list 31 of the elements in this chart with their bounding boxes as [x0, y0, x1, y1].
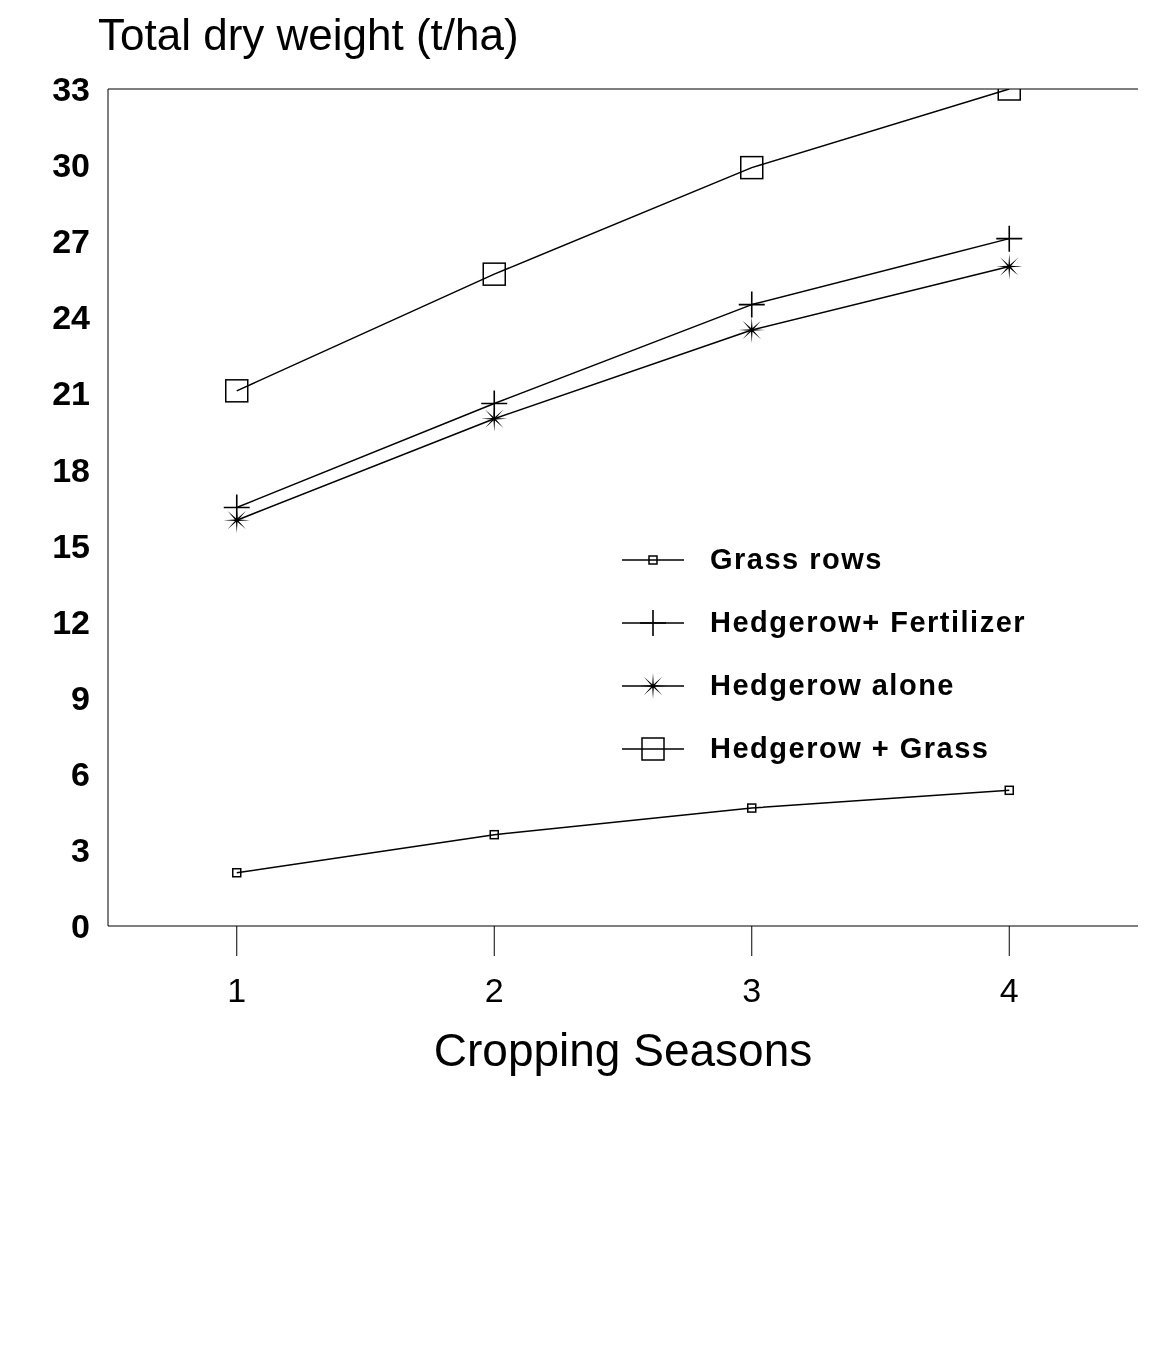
y-tick-label: 33: [52, 70, 90, 109]
y-tick-label: 12: [52, 602, 90, 641]
point: [740, 155, 764, 180]
y-tick-label: 6: [71, 754, 90, 793]
x-tick-label: 2: [484, 971, 504, 1010]
y-tick-label: 15: [52, 526, 90, 565]
legend-label: Hedgerow+ Fertilizer: [710, 606, 1027, 639]
point: [1004, 785, 1014, 796]
x-tick-label: 3: [742, 971, 762, 1010]
point: [996, 225, 1023, 252]
legend-label: Hedgerow + Grass: [710, 732, 990, 765]
point: [232, 867, 242, 878]
y-tick-label: 3: [71, 830, 90, 869]
point: [738, 291, 765, 318]
legend-label: Grass rows: [710, 543, 883, 576]
legend-label: Hedgerow alone: [710, 669, 955, 702]
y-axis-title: Total dry weight (t/ha): [98, 10, 519, 60]
point: [489, 829, 499, 840]
x-tick-label: 4: [999, 971, 1019, 1010]
y-tick-label: 18: [52, 450, 90, 489]
y-tick-label: 30: [52, 146, 90, 185]
y-tick-label: 27: [52, 222, 90, 261]
y-tick-label: 9: [71, 678, 90, 717]
point: [225, 379, 249, 403]
x-axis-title: Cropping Seasons: [433, 1024, 813, 1076]
y-tick-label: 0: [71, 907, 90, 946]
y-tick-label: 24: [52, 298, 91, 337]
point: [482, 262, 506, 286]
x-tick-label: 1: [227, 971, 247, 1010]
y-tick-label: 21: [52, 374, 90, 413]
point: [747, 803, 757, 813]
